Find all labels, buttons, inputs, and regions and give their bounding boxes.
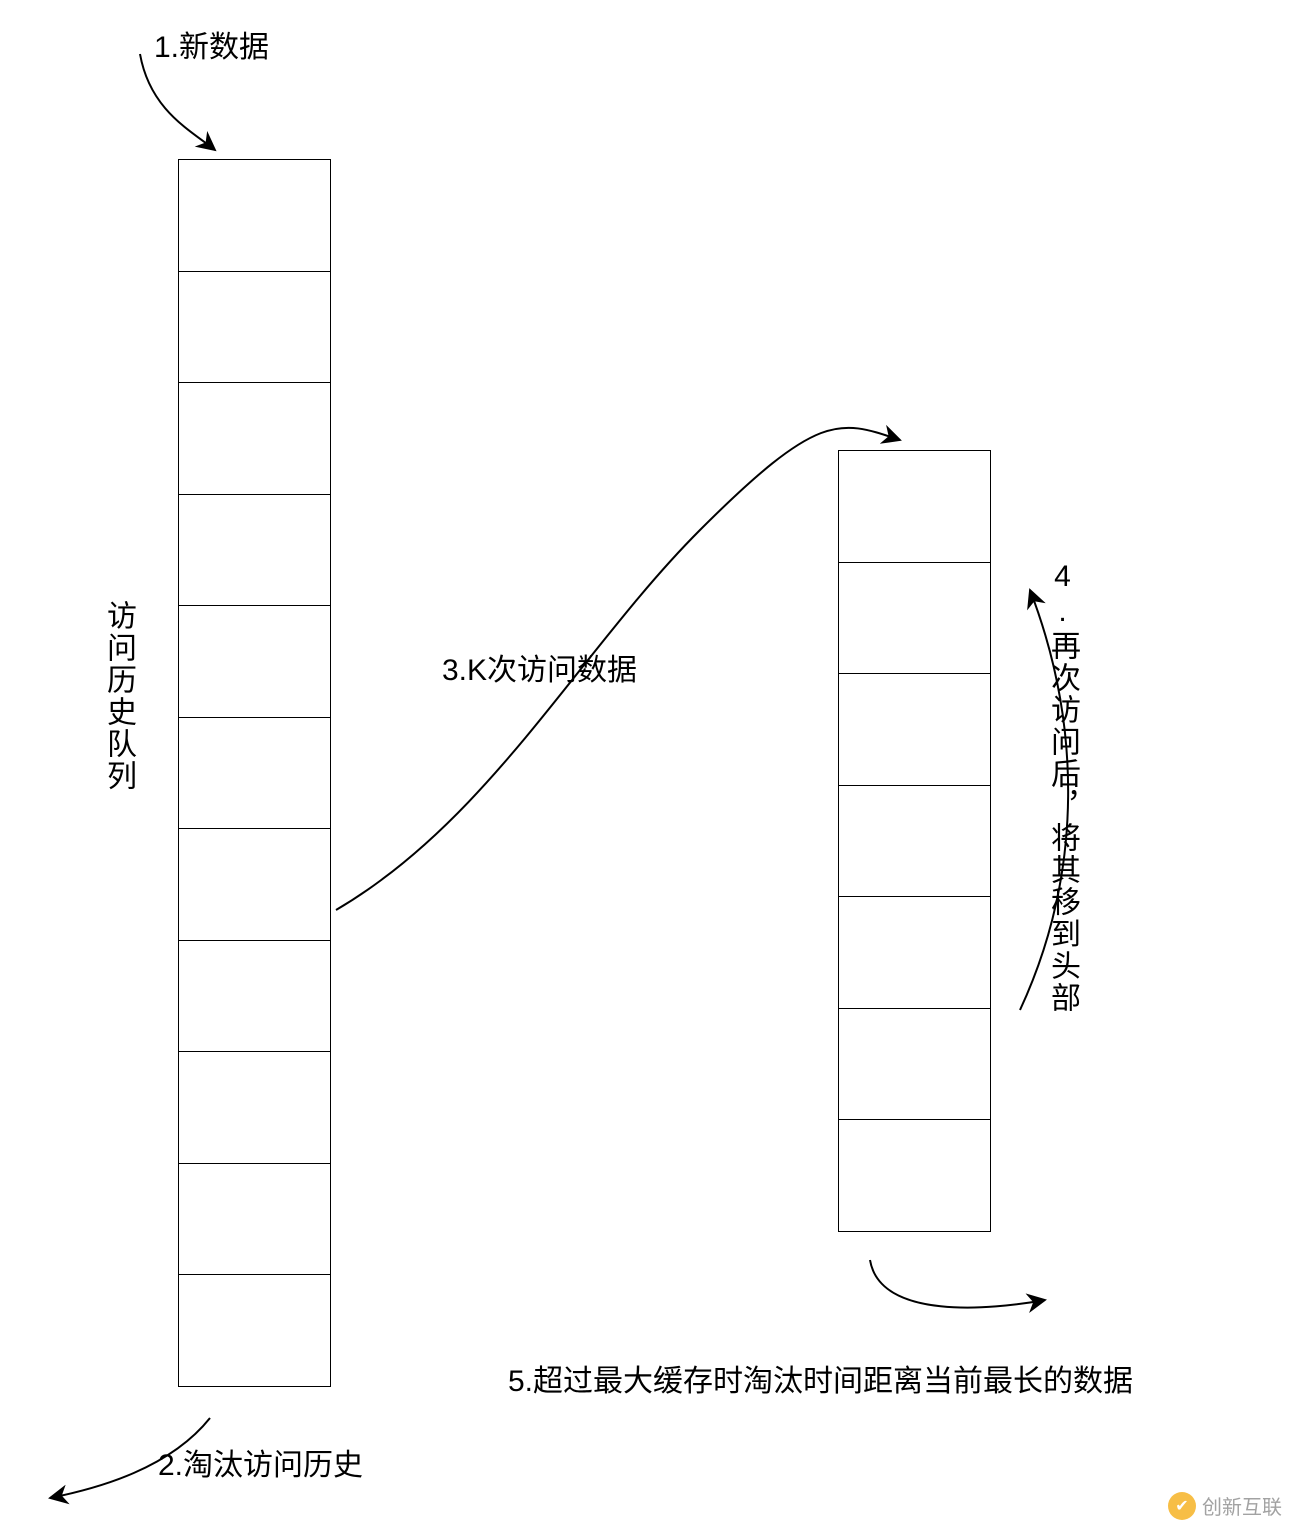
watermark: 创新互联 <box>1168 1491 1282 1520</box>
watermark-check-icon <box>1168 1492 1196 1520</box>
arrow-step2 <box>50 1418 210 1498</box>
arrow-step4 <box>1020 590 1068 1010</box>
watermark-text: 创新互联 <box>1202 1491 1282 1520</box>
arrow-step1 <box>140 54 215 150</box>
arrows-layer <box>0 0 1296 1530</box>
arrow-step5 <box>870 1260 1045 1308</box>
arrow-step3 <box>336 428 900 910</box>
